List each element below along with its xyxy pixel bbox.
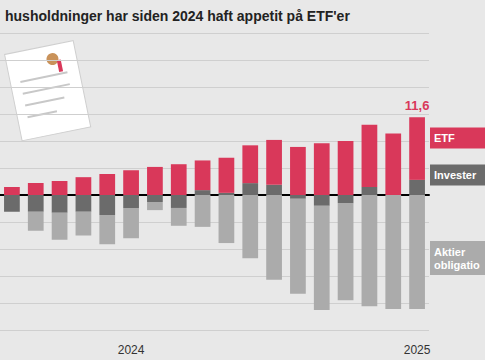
svg-text:2024: 2024 bbox=[118, 343, 145, 357]
svg-text:Invester: Invester bbox=[434, 169, 477, 181]
svg-text:2025: 2025 bbox=[404, 343, 431, 357]
svg-text:Aktier: Aktier bbox=[434, 246, 466, 258]
svg-text:obligatio: obligatio bbox=[434, 259, 480, 271]
svg-text:11,6: 11,6 bbox=[405, 98, 430, 113]
svg-text:husholdninger har siden 2024 h: husholdninger har siden 2024 haft appeti… bbox=[5, 8, 350, 24]
svg-text:ETF: ETF bbox=[434, 132, 455, 144]
